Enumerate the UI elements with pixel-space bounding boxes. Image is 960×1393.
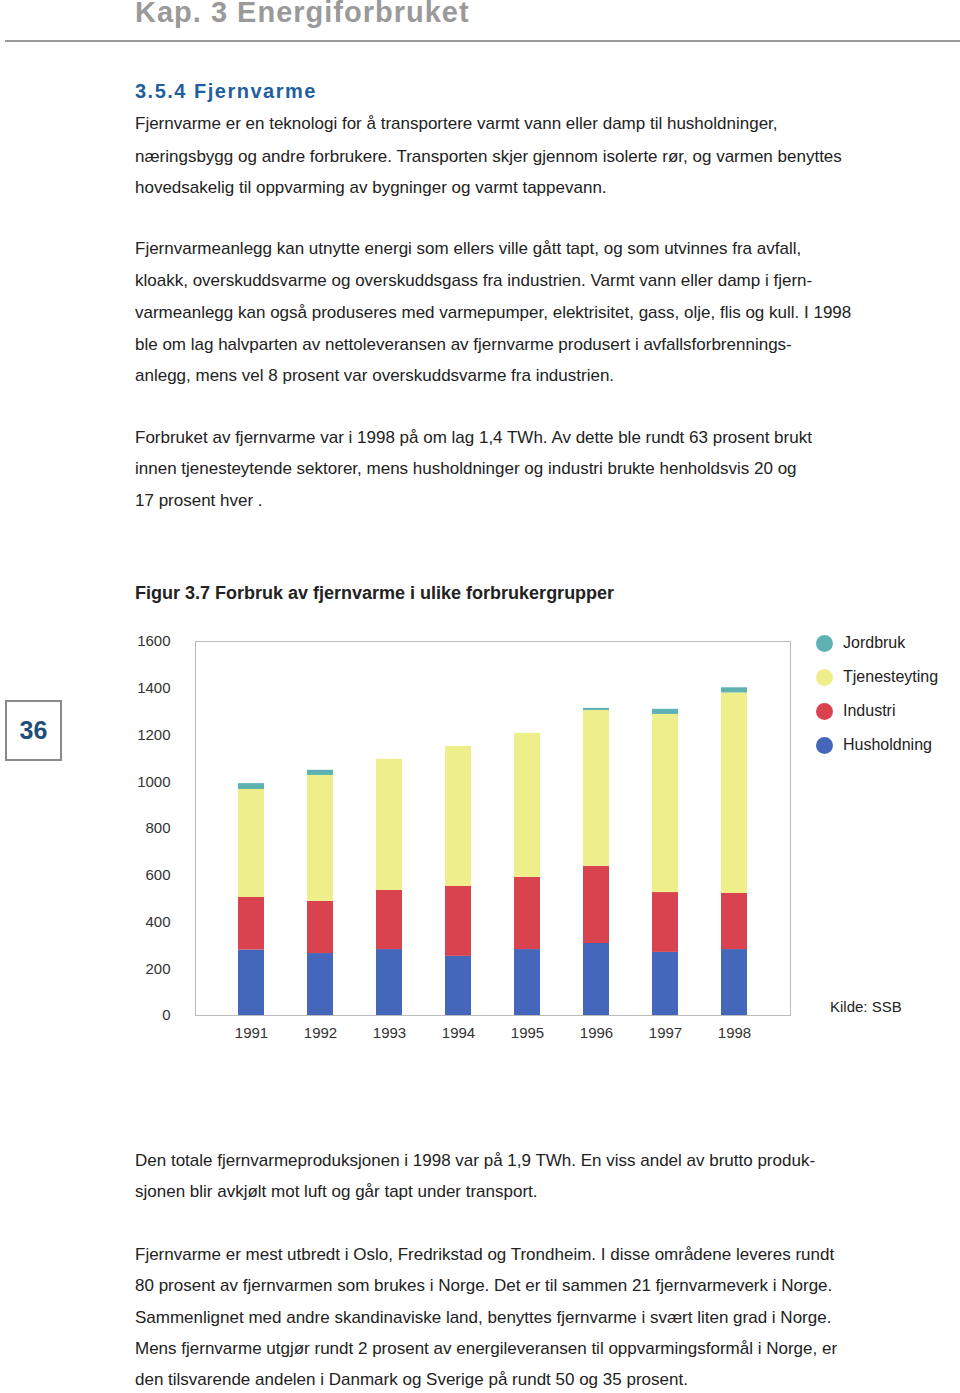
html-text:3.5.4 Fjernvarme: 3.5.4 Fjernvarme: [135, 80, 317, 102]
svg-text:1996: 1996: [580, 1024, 613, 1041]
html-text:Figur 3.7 Forbruk av fjernvarm: Figur 3.7 Forbruk av fjernvarme i ulike …: [135, 583, 615, 603]
svg-text:1992: 1992: [304, 1024, 337, 1041]
svg-text:600: 600: [145, 866, 170, 883]
svg-text:1998: 1998: [718, 1024, 751, 1041]
svg-text:0: 0: [162, 1006, 170, 1023]
html-text:Jordbruk: Jordbruk: [843, 634, 906, 651]
html-text:Fjernvarme er en teknologi for: Fjernvarme er en teknologi for å transpo…: [135, 114, 778, 133]
html-text:Forbruket av fjernvarme var i: Forbruket av fjernvarme var i 1998 på om…: [135, 428, 812, 447]
html-text:varmeanlegg kan også produsere: varmeanlegg kan også produseres med varm…: [135, 303, 852, 322]
html-text:sjonen blir avkjølt mot luft o: sjonen blir avkjølt mot luft og går tapt…: [135, 1182, 538, 1201]
html-text:Tjenesteyting: Tjenesteyting: [843, 668, 939, 685]
svg-text:1600: 1600: [137, 632, 170, 649]
html-text:anlegg, mens vel 8 prosent var: anlegg, mens vel 8 prosent var overskudd…: [135, 366, 615, 385]
html-text:Sammenlignet med andre skandin: Sammenlignet med andre skandinaviske lan…: [135, 1308, 832, 1327]
html-text:Industri: Industri: [843, 702, 896, 719]
svg-text:1993: 1993: [373, 1024, 406, 1041]
html-text:den tilsvarende andelen i Danm: den tilsvarende andelen i Danmark og Sve…: [135, 1370, 688, 1389]
svg-text:1994: 1994: [442, 1024, 475, 1041]
svg-text:1400: 1400: [137, 679, 170, 696]
html-text:ble om lag halvparten av netto: ble om lag halvparten av nettoleveransen…: [135, 335, 792, 354]
svg-text:1200: 1200: [137, 726, 170, 743]
html-text:kloakk, overskuddsvarme og ove: kloakk, overskuddsvarme og overskuddsgas…: [135, 271, 813, 290]
html-text:Den totale fjernvarmeproduksjo: Den totale fjernvarmeproduksjonen i 1998…: [135, 1151, 816, 1170]
svg-text:200: 200: [145, 960, 170, 977]
svg-text:1995: 1995: [511, 1024, 544, 1041]
html-text:Kilde: SSB: Kilde: SSB: [830, 998, 902, 1015]
html-text:innen tjenesteytende sektorer,: innen tjenesteytende sektorer, mens hush…: [135, 459, 797, 478]
html-text:næringsbygg og andre forbruker: næringsbygg og andre forbrukere. Transpo…: [135, 147, 842, 166]
svg-text:400: 400: [145, 913, 170, 930]
svg-text:1997: 1997: [649, 1024, 682, 1041]
svg-text:1991: 1991: [235, 1024, 268, 1041]
html-text:36: 36: [19, 716, 48, 744]
svg-text:800: 800: [145, 819, 170, 836]
html-text:hovedsakelig til oppvarming av: hovedsakelig til oppvarming av bygninger…: [135, 178, 607, 197]
html-text:Husholdning: Husholdning: [843, 736, 932, 753]
html-text:Mens fjernvarme utgjør rundt 2: Mens fjernvarme utgjør rundt 2 prosent a…: [135, 1339, 837, 1358]
html-text:Fjernvarme er mest utbredt i O: Fjernvarme er mest utbredt i Oslo, Fredr…: [135, 1245, 835, 1264]
html-text:Fjernvarmeanlegg kan utnytte e: Fjernvarmeanlegg kan utnytte energi som …: [135, 239, 802, 258]
html-text:80 prosent av fjernvarmen som: 80 prosent av fjernvarmen som brukes i N…: [135, 1276, 833, 1295]
html-text:17 prosent hver .: 17 prosent hver .: [135, 491, 263, 510]
svg-text:1000: 1000: [137, 773, 170, 790]
